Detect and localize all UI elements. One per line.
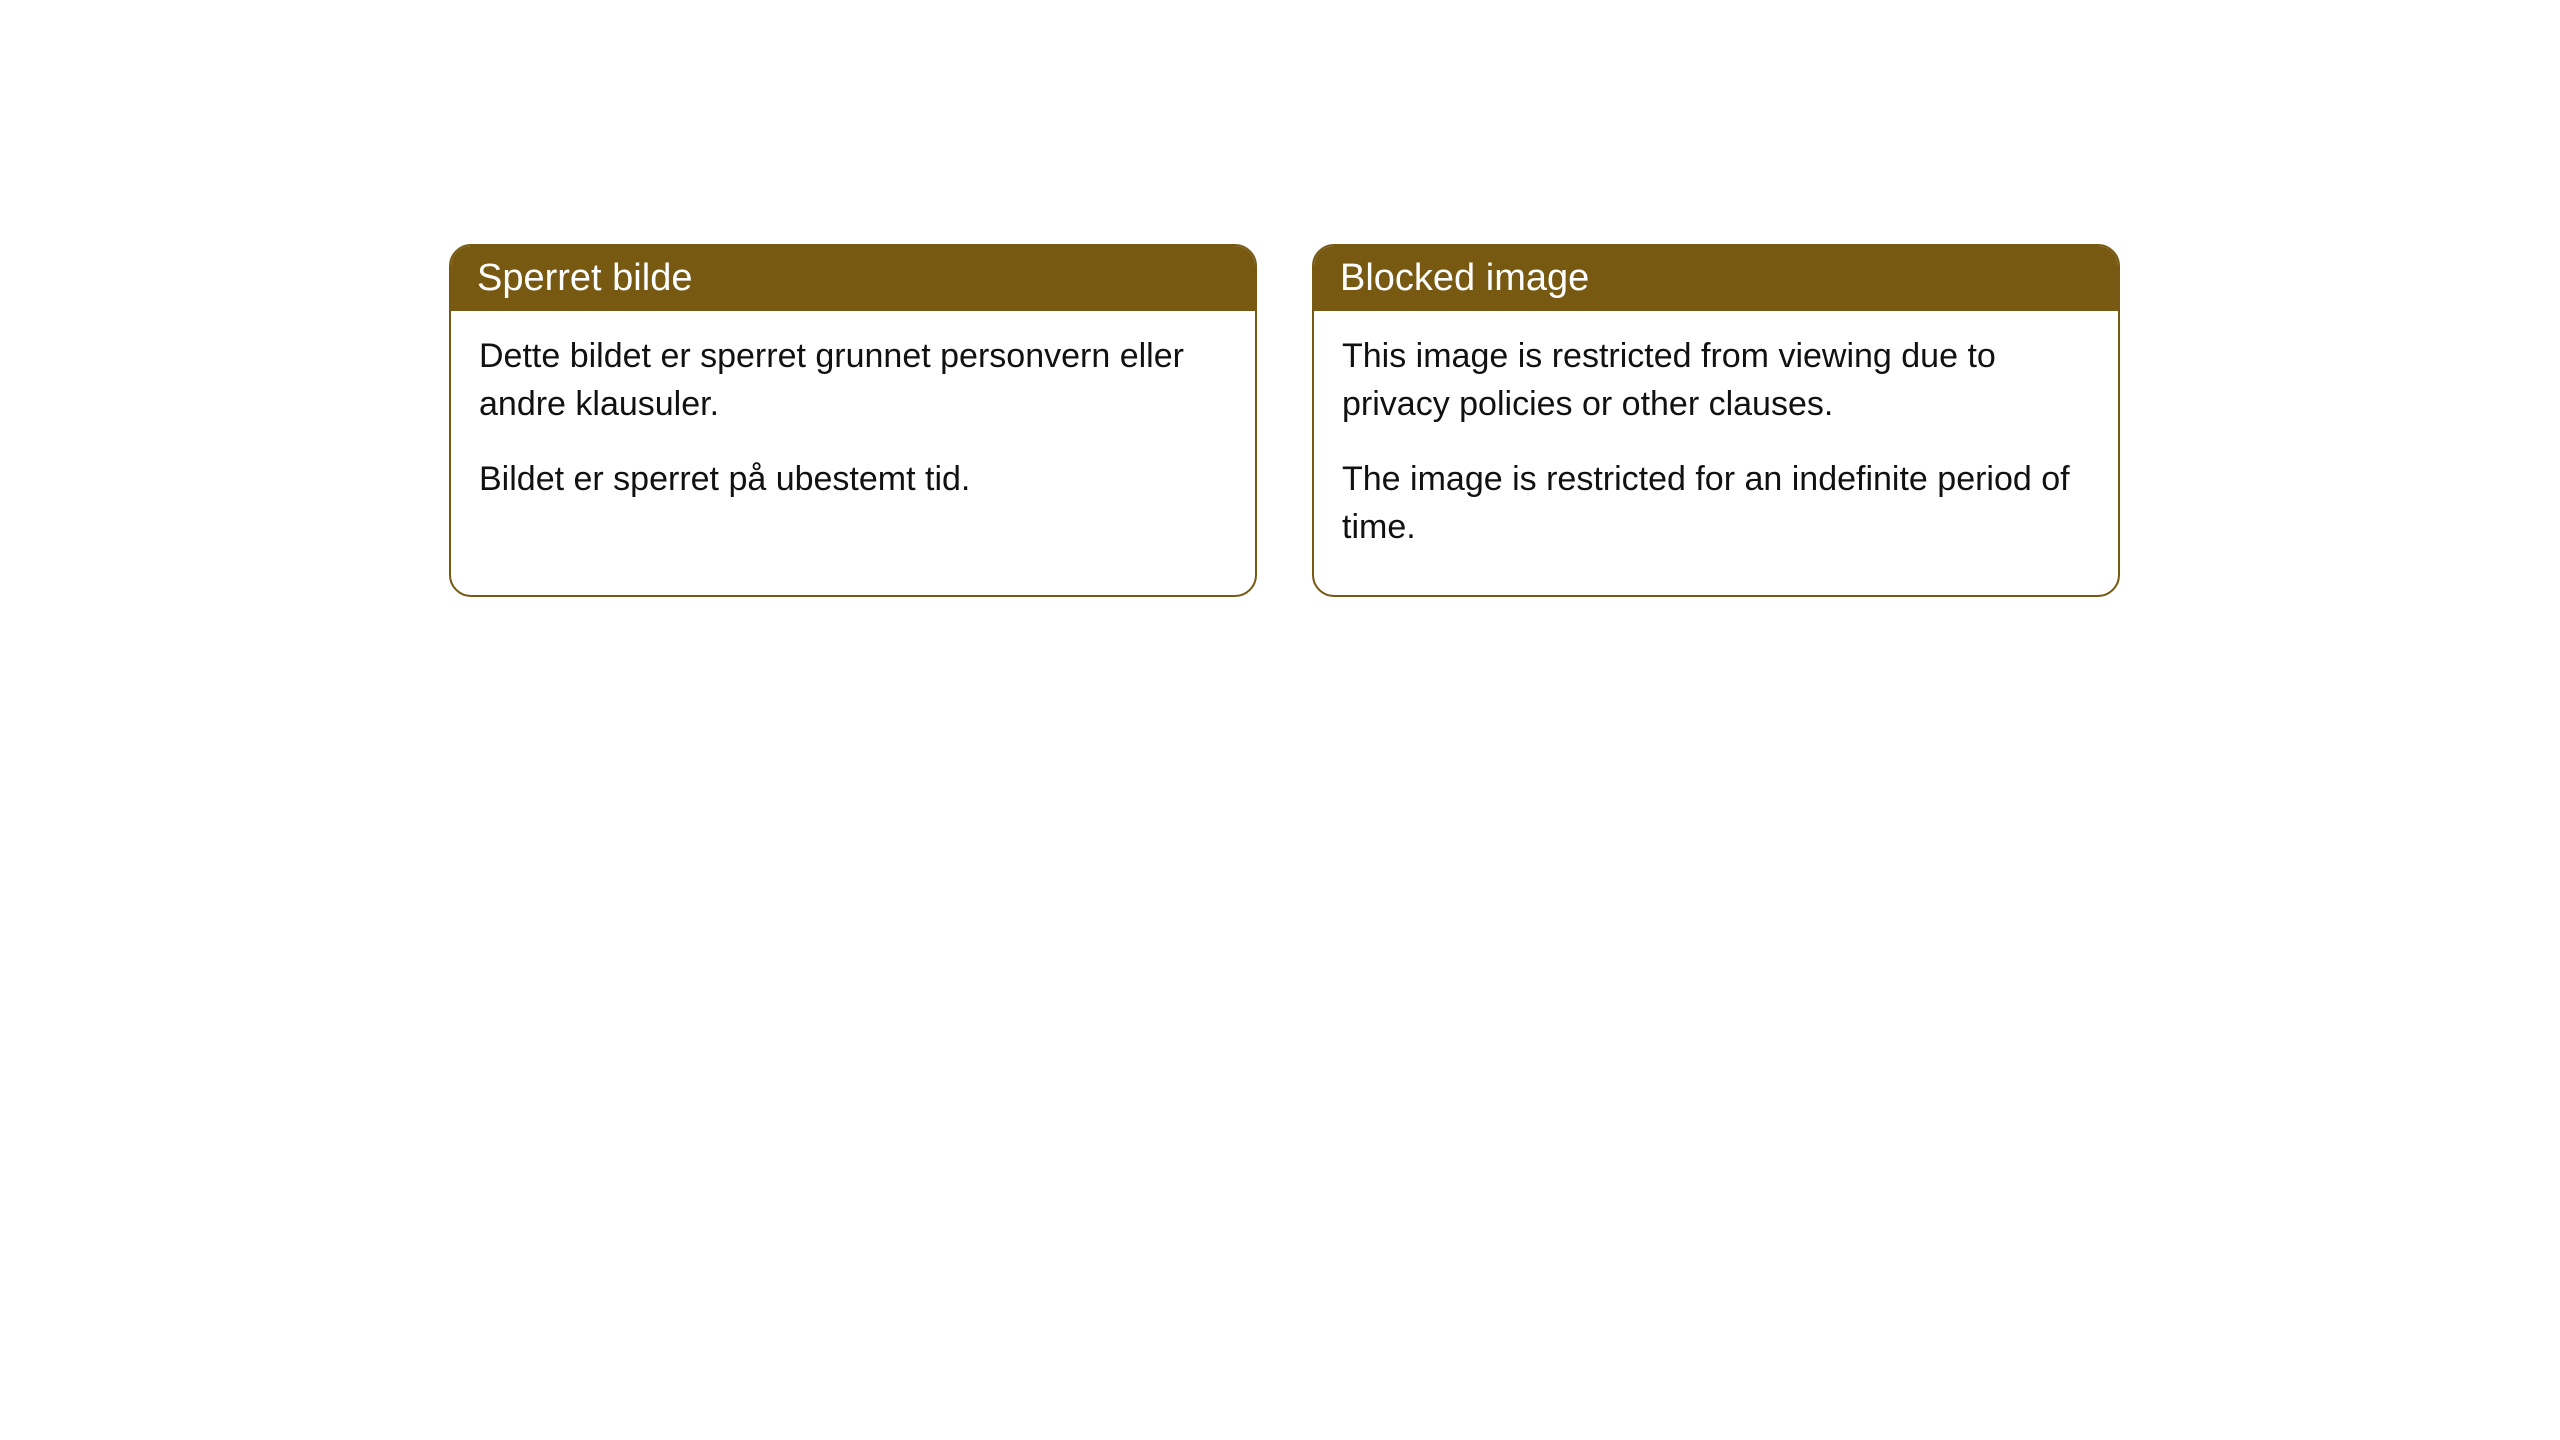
card-paragraph: This image is restricted from viewing du… (1342, 333, 2090, 428)
card-header: Sperret bilde (451, 246, 1255, 311)
notice-card-norwegian: Sperret bilde Dette bildet er sperret gr… (449, 244, 1257, 597)
card-title: Blocked image (1340, 257, 1589, 299)
notice-card-english: Blocked image This image is restricted f… (1312, 244, 2120, 597)
notice-cards-container: Sperret bilde Dette bildet er sperret gr… (449, 244, 2120, 597)
card-title: Sperret bilde (477, 257, 692, 299)
card-paragraph: The image is restricted for an indefinit… (1342, 456, 2090, 551)
card-body: Dette bildet er sperret grunnet personve… (451, 311, 1255, 548)
card-paragraph: Bildet er sperret på ubestemt tid. (479, 456, 1227, 504)
card-paragraph: Dette bildet er sperret grunnet personve… (479, 333, 1227, 428)
card-header: Blocked image (1314, 246, 2118, 311)
card-body: This image is restricted from viewing du… (1314, 311, 2118, 595)
